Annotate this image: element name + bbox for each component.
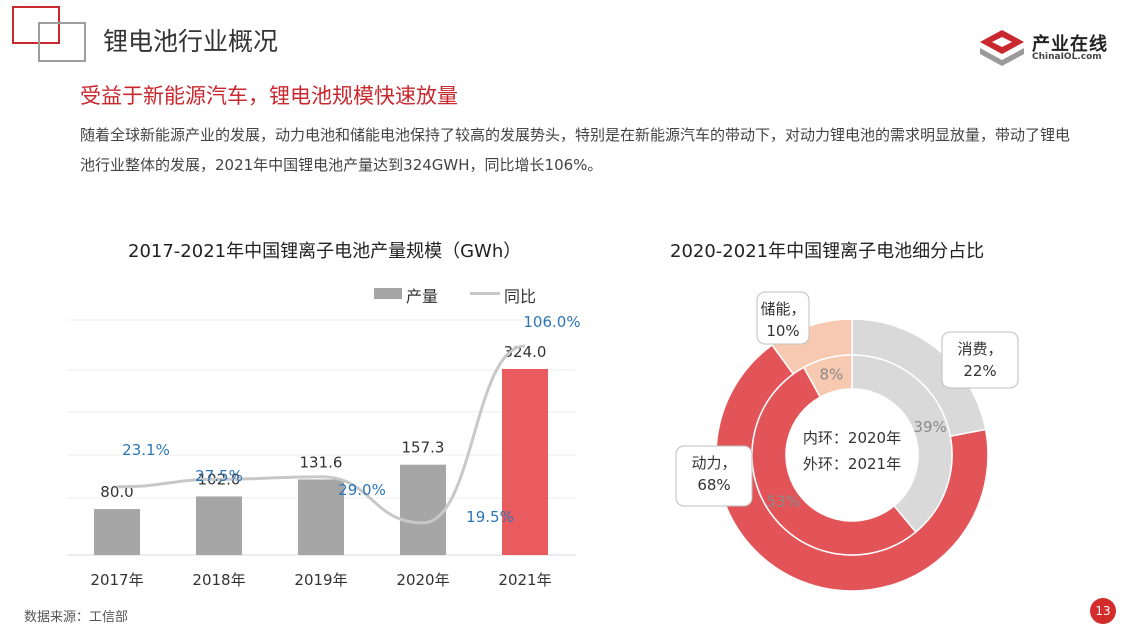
body-paragraph: 随着全球新能源产业的发展，动力电池和储能电池保持了较高的发展势头，特别是在新能源…: [80, 126, 1071, 174]
x-tick-label: 2021年: [498, 571, 551, 589]
bar-2021年: [502, 369, 548, 555]
donut-chart-title: 2020-2021年中国锂离子电池细分占比: [670, 241, 985, 262]
callout-box-消费: [941, 331, 1019, 389]
callout-box-储能: [756, 291, 810, 345]
donut-center-line-2: 外环：2021年: [803, 455, 901, 473]
section-subtitle: 受益于新能源汽车，锂电池规模快速放量: [80, 84, 458, 108]
bar-value-label: 131.6: [300, 453, 343, 471]
bar-2020年: [400, 464, 446, 555]
callout-box-动力: [675, 445, 753, 507]
inner-slice-label: 39%: [913, 418, 946, 436]
yoy-label: 29.0%: [338, 481, 386, 499]
inner-slice-储能: [802, 354, 853, 399]
bar-chart: 80.02017年102.02018年131.62019年157.32020年3…: [68, 313, 581, 589]
inner-slice-label: 53%: [767, 493, 800, 511]
x-tick-label: 2020年: [396, 571, 449, 589]
bar-2019年: [298, 479, 344, 555]
bar-2017年: [94, 509, 140, 555]
yoy-line: [116, 344, 526, 525]
brand-name: 产业在线: [1032, 34, 1108, 55]
x-tick-label: 2019年: [294, 571, 347, 589]
legend-label-output: 产量: [406, 287, 439, 306]
yoy-label: 19.5%: [466, 508, 514, 526]
yoy-label: 27.5%: [195, 467, 243, 485]
x-tick-label: 2018年: [192, 571, 245, 589]
page-title: 锂电池行业概况: [103, 27, 279, 56]
yoy-label: 23.1%: [122, 441, 170, 459]
callout-value: 22%: [963, 362, 996, 380]
legend-label-yoy: 同比: [504, 287, 537, 306]
callout-label: 动力，: [691, 454, 736, 472]
inner-slice-动力: [751, 366, 917, 556]
brand-domain: ChinaIOL.com: [1032, 52, 1102, 62]
callout-label: 消费，: [957, 340, 1002, 358]
legend-swatch-output: [374, 288, 402, 299]
bar-2018年: [196, 496, 242, 555]
inner-slice-label: 8%: [819, 366, 843, 384]
logo-square-red: [12, 6, 60, 44]
page-number-badge: 13: [1090, 598, 1116, 624]
bar-value-label: 157.3: [402, 439, 445, 457]
yoy-label: 106.0%: [523, 313, 580, 331]
x-tick-label: 2017年: [90, 571, 143, 589]
logo-square-gray: [38, 22, 86, 62]
callout-value: 68%: [697, 476, 730, 494]
data-source: 数据来源：工信部: [24, 610, 129, 625]
callout-label: 储能，: [760, 300, 805, 318]
donut-center-line-1: 内环：2020年: [803, 429, 901, 447]
callout-value: 10%: [766, 322, 799, 340]
inner-slice-消费: [851, 354, 953, 534]
legend-swatch-yoy: [470, 292, 500, 295]
bar-chart-title: 2017-2021年中国锂离子电池产量规模（GWh）: [128, 241, 522, 262]
brand-logo-icon: [980, 30, 1024, 66]
